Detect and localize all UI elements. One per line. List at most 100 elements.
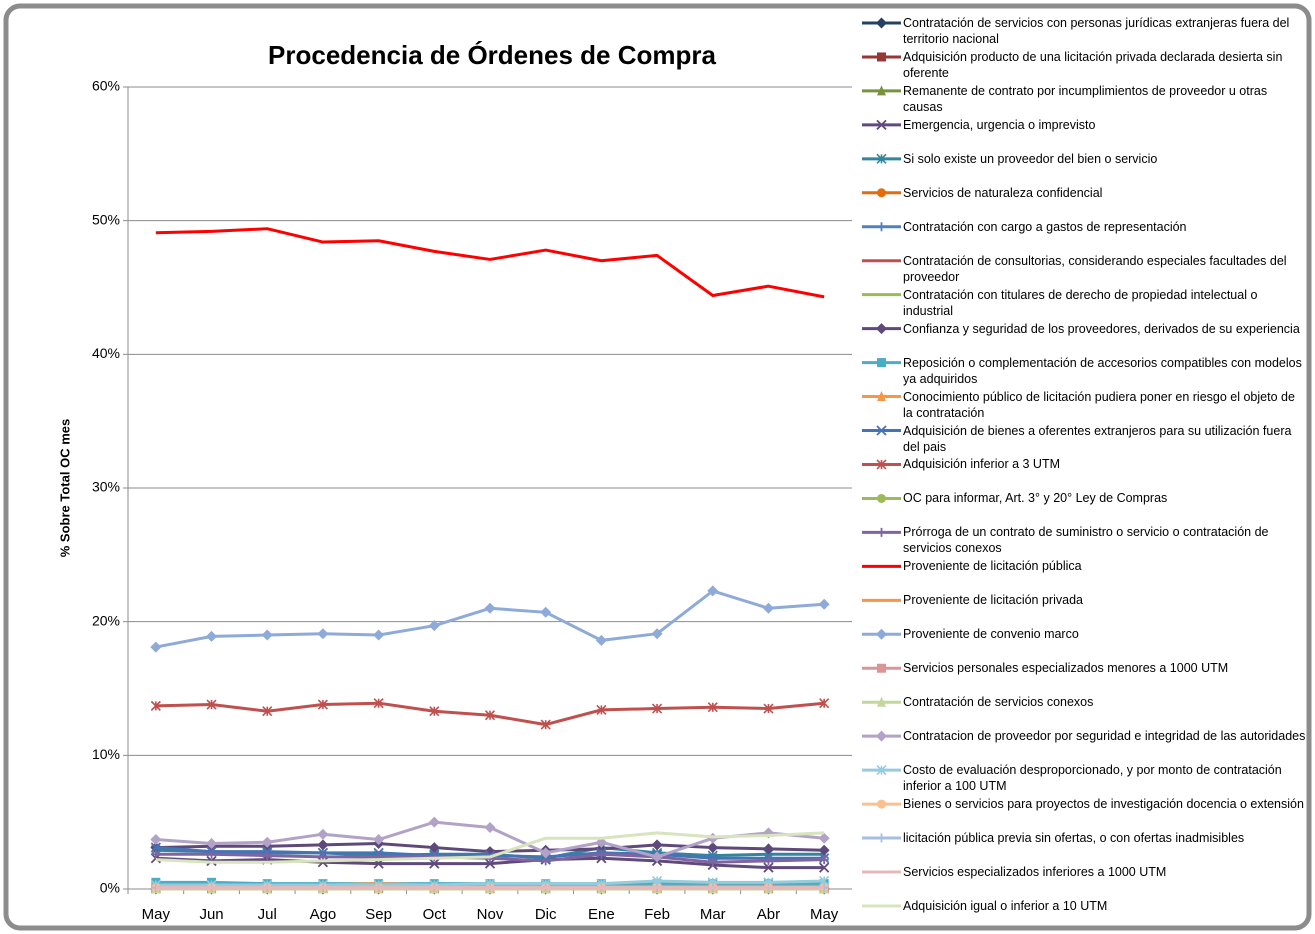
data-point	[317, 699, 328, 710]
data-point	[206, 699, 217, 710]
data-point	[484, 858, 496, 869]
data-point	[150, 700, 161, 711]
data-point	[763, 862, 774, 873]
legend-label: Emergencia, urgencia o imprevisto	[903, 117, 1096, 132]
y-tick-label: 0%	[100, 880, 120, 896]
x-tick-label: Nov	[477, 906, 504, 923]
legend-marker	[876, 425, 887, 436]
data-point	[819, 698, 830, 709]
x-tick-label: Ago	[310, 906, 337, 923]
legend-marker	[877, 391, 886, 402]
chart-frame	[3, 3, 1312, 931]
legend-marker	[877, 493, 886, 503]
data-point	[763, 856, 773, 866]
data-point	[763, 703, 774, 714]
legend-marker	[877, 527, 886, 537]
data-point	[317, 628, 329, 640]
data-point	[707, 585, 719, 597]
legend-label: Contratación de servicios con personas j…	[903, 16, 1290, 46]
data-point	[651, 851, 663, 863]
y-tick-label: 10%	[92, 746, 120, 762]
y-tick-label: 60%	[92, 78, 120, 94]
data-point	[317, 839, 329, 851]
data-point	[818, 598, 830, 610]
data-point	[150, 641, 162, 653]
data-point	[428, 620, 440, 632]
data-point	[206, 630, 218, 642]
y-tick-label: 40%	[92, 345, 120, 361]
legend-marker	[877, 663, 886, 673]
data-point	[707, 702, 718, 713]
legend-label: Proveniente de licitación privada	[903, 593, 1083, 608]
data-point	[540, 847, 552, 859]
legend-marker	[877, 358, 886, 368]
data-point	[151, 849, 161, 859]
legend-marker	[877, 222, 886, 232]
data-point	[651, 628, 663, 640]
data-point	[428, 842, 440, 854]
x-tick-label: Jul	[258, 906, 277, 923]
data-point	[484, 822, 496, 834]
legend-label: Proveniente de convenio marco	[903, 627, 1079, 642]
legend-label: Confianza y seguridad de los proveedores…	[903, 321, 1300, 336]
data-point	[819, 855, 829, 865]
data-point	[762, 843, 774, 855]
x-tick-label: May	[142, 906, 171, 923]
data-point	[762, 602, 774, 614]
legend-label: Prórroga de un contrato de suministro o …	[903, 525, 1269, 556]
legend-label: Reposición o complementación de accesori…	[903, 355, 1302, 386]
legend-label: Servicios especializados inferiores a 10…	[903, 865, 1167, 879]
legend-label: Proveniente de licitación pública	[903, 559, 1082, 574]
data-point	[707, 842, 719, 854]
legend-marker	[876, 119, 887, 131]
data-point	[818, 844, 830, 856]
y-tick-label: 30%	[92, 479, 120, 495]
legend-label: Contratacion de proveedor por seguridad …	[903, 729, 1306, 744]
data-point	[373, 629, 385, 641]
data-point	[651, 839, 663, 851]
legend-marker	[876, 153, 887, 164]
legend-label: Conocimiento público de licitación pudie…	[903, 389, 1295, 420]
legend-marker	[876, 730, 887, 742]
data-point	[595, 634, 607, 646]
legend-label: Adquisición producto de una licitación p…	[903, 49, 1283, 80]
data-point	[540, 606, 552, 618]
data-point	[261, 629, 273, 641]
data-point	[207, 849, 217, 859]
legend-label: Bienes o servicios para proyectos de inv…	[903, 797, 1304, 812]
data-point	[596, 704, 607, 715]
data-point	[373, 834, 385, 846]
data-point	[429, 706, 440, 717]
legend-label: OC para informar, Art. 3° y 20° Ley de C…	[903, 491, 1168, 506]
data-point	[596, 849, 606, 859]
y-tick-label: 50%	[92, 211, 120, 227]
data-point	[373, 698, 384, 709]
data-point	[429, 858, 440, 869]
x-tick-label: Mar	[700, 906, 726, 923]
legend-label: Servicios de naturaleza confidencial	[903, 185, 1103, 200]
legend-label: licitación pública previa sin ofertas, o…	[903, 831, 1245, 846]
legend-marker	[876, 628, 887, 640]
legend-label: Costo de evaluación desproporcionado, y …	[903, 763, 1282, 794]
data-point	[262, 851, 272, 861]
x-tick-label: Abr	[757, 906, 780, 923]
legend-label: Contratación con titulares de derecho de…	[903, 287, 1258, 318]
x-tick-label: Feb	[644, 906, 670, 923]
legend-label: Adquisición de bienes a oferentes extran…	[903, 423, 1292, 454]
data-point	[818, 832, 830, 844]
data-point	[317, 828, 329, 840]
x-tick-label: Sep	[365, 906, 392, 923]
legend-label: Contratación de servicios conexos	[903, 695, 1094, 710]
chart-title: Procedencia de Órdenes de Compra	[268, 40, 716, 70]
legend-label: Contratación de consultorias, consideran…	[903, 253, 1287, 284]
legend-label: Adquisición igual o inferior a 10 UTM	[903, 898, 1108, 913]
x-tick-label: May	[810, 906, 839, 923]
data-point	[484, 710, 496, 721]
legend-label: Adquisición inferior a 3 UTM	[903, 457, 1061, 472]
legend-marker	[877, 696, 886, 707]
data-point	[819, 862, 830, 873]
legend-marker	[877, 85, 886, 96]
legend-marker	[876, 765, 887, 776]
x-tick-label: Jun	[199, 906, 223, 923]
